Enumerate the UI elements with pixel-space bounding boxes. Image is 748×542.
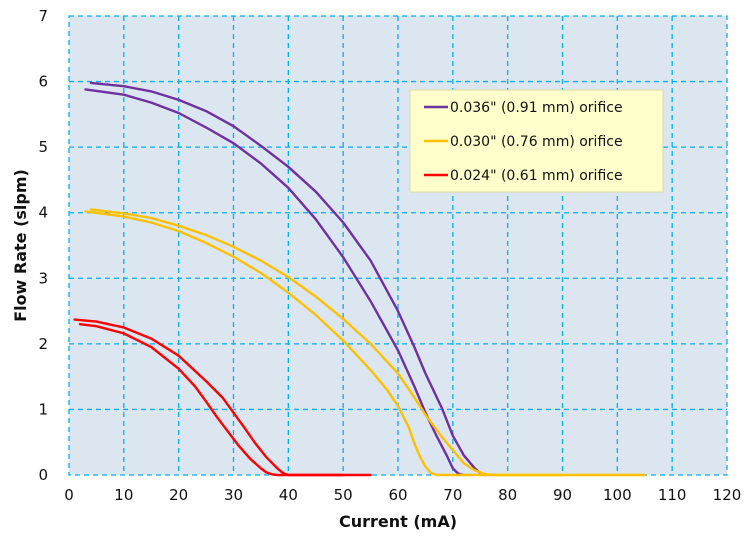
- series-lines: [73, 81, 646, 477]
- y-tick-label: 1: [38, 400, 48, 418]
- x-tick-label: 20: [169, 486, 188, 504]
- legend: 0.036" (0.91 mm) orifice 0.030" (0.76 mm)…: [409, 89, 664, 193]
- series-1-lower-line: [84, 210, 564, 477]
- x-axis-title: Current (mA): [339, 512, 457, 531]
- x-tick-label: 40: [279, 486, 298, 504]
- series-0-upper-line: [89, 81, 487, 477]
- plot-border: [68, 15, 728, 476]
- series-2-lower-line: [78, 323, 345, 477]
- y-tick-label: 6: [38, 73, 48, 91]
- x-tick-label: 0: [64, 486, 74, 504]
- y-tick-label: 5: [38, 138, 48, 156]
- legend-box: [409, 89, 664, 193]
- x-tick-label: 80: [498, 486, 517, 504]
- y-tick-label: 0: [38, 466, 48, 484]
- x-tick-label: 70: [443, 486, 462, 504]
- legend-label: 0.036" (0.91 mm) orifice: [450, 100, 623, 116]
- x-axis-ticks: 0 10 20 30 40 50 60 70 80 90 100 110 120: [64, 486, 741, 504]
- x-tick-label: 120: [713, 486, 742, 504]
- series-1-upper-line: [89, 208, 646, 477]
- x-tick-label: 10: [114, 486, 133, 504]
- x-tick-label: 110: [658, 486, 687, 504]
- series-0-lower-line: [84, 88, 465, 477]
- x-tick-label: 100: [603, 486, 632, 504]
- legend-label: 0.030" (0.76 mm) orifice: [450, 134, 623, 150]
- series-2-upper-line: [73, 318, 372, 477]
- x-tick-label: 50: [334, 486, 353, 504]
- x-tick-label: 90: [553, 486, 572, 504]
- y-tick-label: 2: [38, 335, 48, 353]
- x-tick-label: 60: [388, 486, 407, 504]
- legend-label: 0.024" (0.61 mm) orifice: [450, 168, 623, 184]
- y-axis-title: Flow Rate (slpm): [11, 169, 30, 322]
- y-tick-label: 7: [38, 7, 48, 25]
- y-axis-ticks: 0 1 2 3 4 5 6 7: [38, 7, 48, 484]
- x-tick-label: 30: [224, 486, 243, 504]
- y-tick-label: 3: [38, 269, 48, 287]
- y-tick-label: 4: [38, 204, 48, 222]
